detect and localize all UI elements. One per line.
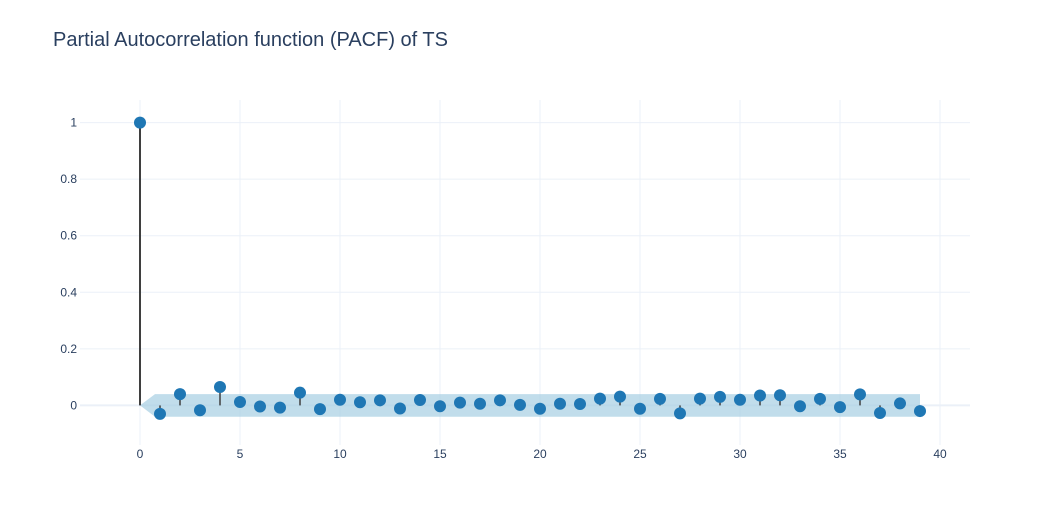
pacf-point xyxy=(634,402,646,415)
pacf-point xyxy=(774,389,786,402)
pacf-point xyxy=(254,400,266,413)
pacf-point xyxy=(734,393,746,406)
y-tick-label: 0.2 xyxy=(60,342,77,356)
pacf-point xyxy=(674,407,686,420)
x-tick-label: 25 xyxy=(633,447,647,461)
marker-layer xyxy=(134,116,926,420)
x-tick-label: 5 xyxy=(237,447,244,461)
pacf-point xyxy=(274,401,286,414)
pacf-point xyxy=(614,390,626,403)
pacf-point xyxy=(694,392,706,405)
pacf-point xyxy=(234,396,246,409)
pacf-point xyxy=(834,401,846,414)
pacf-point xyxy=(294,386,306,399)
pacf-point xyxy=(194,404,206,417)
grid-layer xyxy=(80,100,970,445)
pacf-point xyxy=(474,397,486,410)
chart-title: Partial Autocorrelation function (PACF) … xyxy=(53,29,448,51)
pacf-point xyxy=(814,392,826,405)
x-tick-label: 35 xyxy=(833,447,847,461)
pacf-point xyxy=(134,116,146,129)
pacf-point xyxy=(454,396,466,409)
pacf-point xyxy=(214,381,226,394)
pacf-point xyxy=(434,400,446,413)
pacf-point xyxy=(554,397,566,410)
pacf-point xyxy=(594,392,606,405)
pacf-point xyxy=(334,393,346,406)
pacf-point xyxy=(154,407,166,420)
y-tick-label: 0.8 xyxy=(60,172,77,186)
pacf-point xyxy=(354,396,366,409)
pacf-point xyxy=(514,398,526,411)
pacf-point xyxy=(654,392,666,405)
pacf-point xyxy=(894,397,906,410)
pacf-point xyxy=(494,394,506,407)
pacf-point xyxy=(414,394,426,407)
y-tick-label: 0.4 xyxy=(60,285,77,299)
pacf-point xyxy=(854,388,866,401)
pacf-point xyxy=(914,405,926,418)
x-tick-label: 0 xyxy=(137,447,144,461)
y-tick-label: 0.6 xyxy=(60,229,77,243)
y-tick-label: 1 xyxy=(70,116,77,130)
pacf-point xyxy=(874,407,886,420)
pacf-point xyxy=(794,400,806,413)
y-tick-label: 0 xyxy=(70,398,77,412)
pacf-point xyxy=(394,402,406,415)
pacf-point xyxy=(574,397,586,410)
x-tick-label: 15 xyxy=(433,447,447,461)
pacf-point xyxy=(754,389,766,402)
x-tick-label: 30 xyxy=(733,447,747,461)
stem-layer xyxy=(139,122,921,414)
pacf-point xyxy=(534,402,546,415)
pacf-point xyxy=(374,394,386,407)
x-tick-label: 40 xyxy=(933,447,947,461)
x-tick-label: 10 xyxy=(333,447,347,461)
axis-label-layer: 0 5 10 15 20 25 30 35 40 0 0.2 0.4 0.6 0.8 1 xyxy=(60,116,947,461)
pacf-point xyxy=(314,403,326,416)
x-tick-label: 20 xyxy=(533,447,547,461)
pacf-point xyxy=(174,388,186,401)
pacf-point xyxy=(714,390,726,403)
